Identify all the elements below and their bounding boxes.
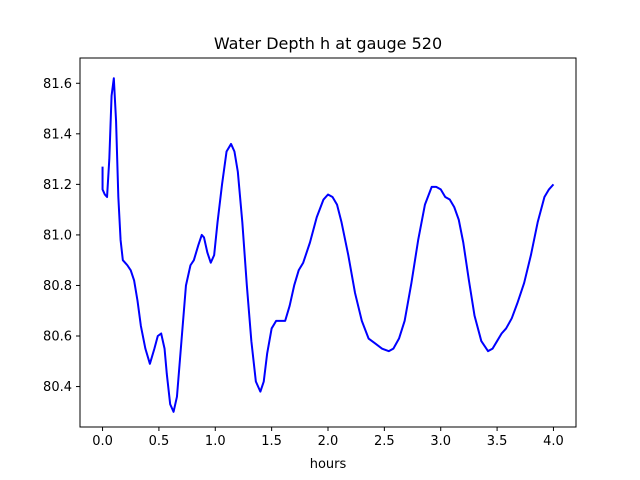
- y-tick-label: 80.4: [43, 380, 72, 395]
- plot-area: 0.0 0.5 1.0 1.5 2.0 2.5 3.0 3.5 4.0 80.4 80.6 80.8 8…: [43, 57, 577, 449]
- y-tick-label: 81.2: [43, 178, 72, 193]
- x-tick-label: 1.5: [261, 434, 282, 449]
- x-tick-label: 1.0: [205, 434, 226, 449]
- x-tick-label: 4.0: [543, 434, 564, 449]
- y-tick-label: 81.6: [43, 77, 72, 92]
- y-tick-label: 81.0: [43, 228, 72, 243]
- x-tick-label: 2.0: [318, 434, 339, 449]
- x-axis-label: hours: [310, 457, 347, 472]
- y-tick-label: 80.8: [43, 279, 72, 294]
- chart-title: Water Depth h at gauge 520: [214, 34, 442, 53]
- x-tick-label: 2.5: [374, 434, 395, 449]
- x-tick-label: 0.0: [92, 434, 113, 449]
- x-tick-label: 3.5: [487, 434, 508, 449]
- y-tick-label: 81.4: [43, 127, 72, 142]
- y-tick-label: 80.6: [43, 330, 72, 345]
- series-line-0: [101, 77, 555, 413]
- x-tick-label: 0.5: [149, 434, 170, 449]
- x-tick-label: 3.0: [430, 434, 451, 449]
